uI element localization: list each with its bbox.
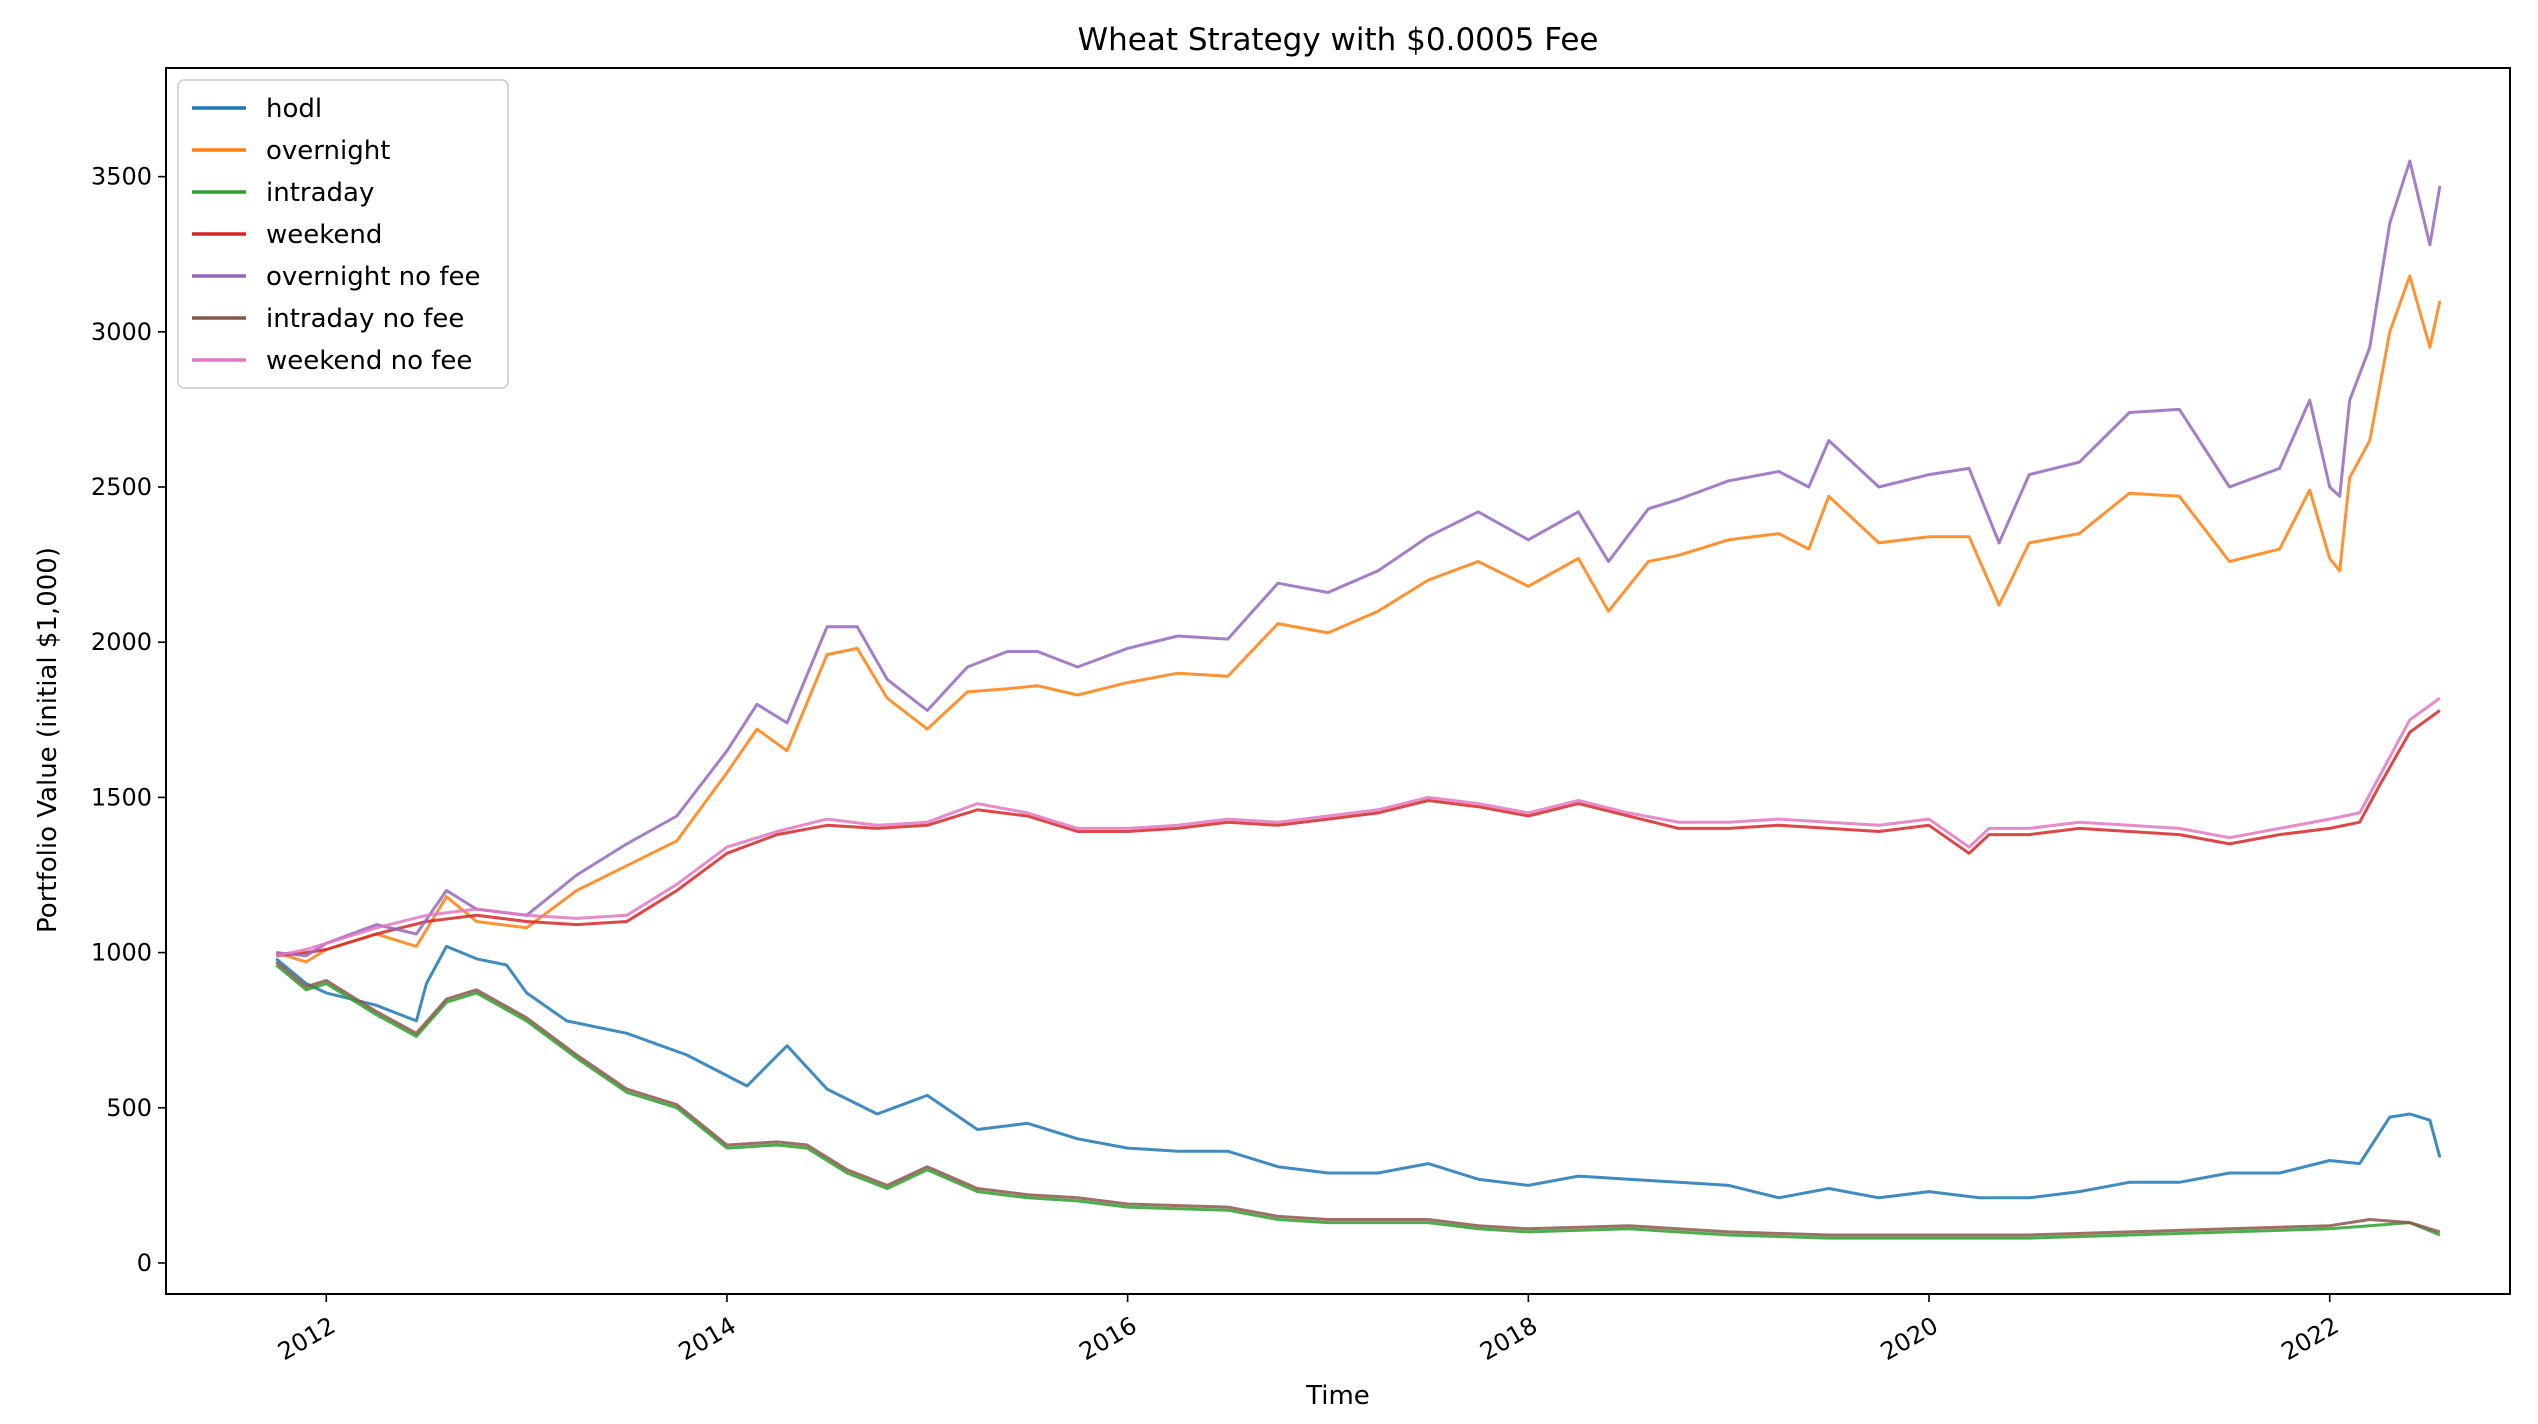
legend-label: overnight no fee: [266, 262, 480, 292]
y-tick-label: 2500: [91, 473, 152, 501]
series-line-overnight: [275, 274, 2442, 964]
y-axis-label: Portfolio Value (initial $1,000): [33, 547, 63, 933]
x-axis-label: Time: [1305, 1381, 1370, 1411]
series-line-weekend: [276, 709, 2441, 958]
legend-label: hodl: [266, 94, 322, 124]
series-line-hodl: [275, 944, 2442, 1200]
series-line-weekend-no-fee: [275, 696, 2441, 958]
y-tick-label: 1000: [91, 939, 152, 967]
y-tick-label: 500: [106, 1094, 152, 1122]
legend-label: intraday no fee: [266, 304, 464, 334]
y-tick-label: 3500: [91, 163, 152, 191]
legend-label: weekend no fee: [266, 346, 472, 376]
legend: hodl overnight intraday weekend overnight no…: [177, 79, 509, 389]
chart-title: Wheat Strategy with $0.0005 Fee: [1077, 22, 1598, 58]
legend-label: weekend: [266, 220, 382, 250]
legend-box: [177, 79, 509, 389]
y-tick-label: 0: [137, 1249, 152, 1277]
legend-label: overnight: [266, 136, 390, 166]
y-tick-label: 2000: [91, 628, 152, 656]
y-tick-label: 1500: [91, 783, 152, 811]
plot-frame: [165, 67, 2511, 1295]
series-line-intraday: [275, 963, 2441, 1240]
legend-label: intraday: [266, 178, 374, 208]
series-line-intraday-no-fee: [275, 960, 2441, 1237]
series-layer: [275, 159, 2442, 1240]
y-tick-label: 3000: [91, 318, 152, 346]
y-axis: 0 500 1000 1500 2000 2500 3000 3500: [91, 163, 166, 1277]
series-line-overnight-no-fee: [276, 159, 2442, 958]
